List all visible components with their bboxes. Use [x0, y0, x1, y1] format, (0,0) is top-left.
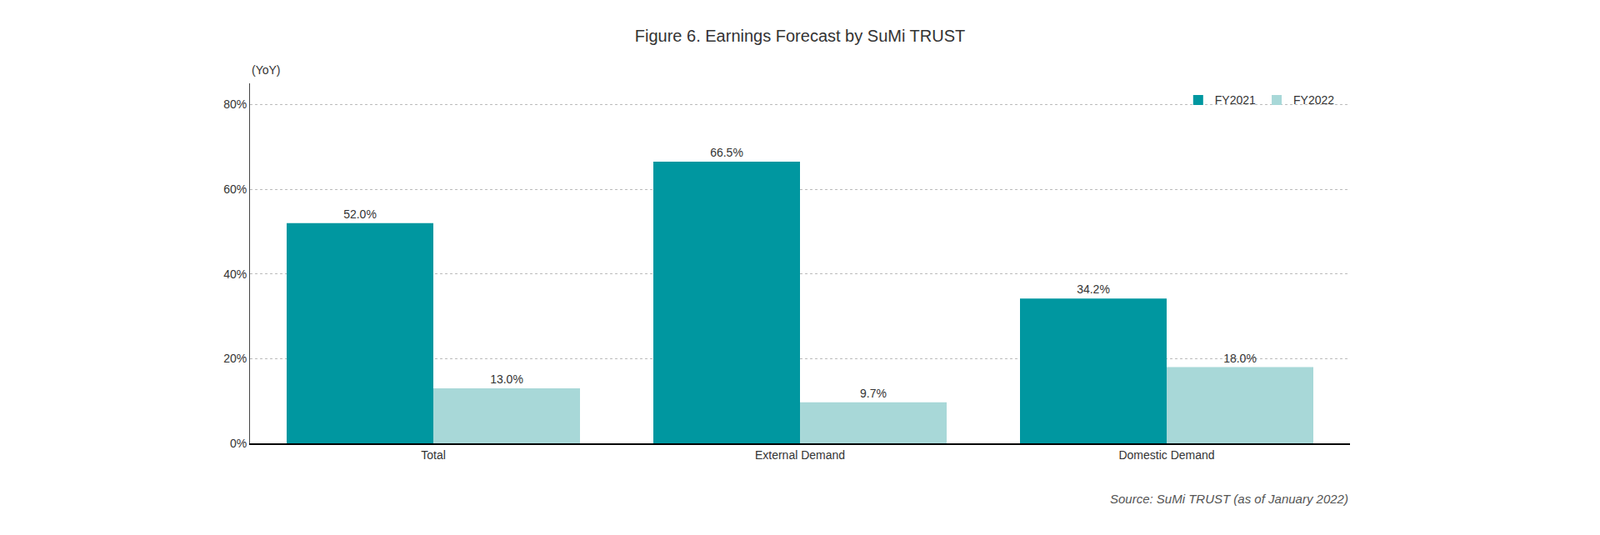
svg-text:Figure 6. Earnings Forecast by: Figure 6. Earnings Forecast by SuMi TRUS…: [635, 26, 965, 45]
svg-text:18.0%: 18.0%: [1223, 351, 1257, 365]
svg-text:52.0%: 52.0%: [343, 207, 377, 221]
svg-text:Total: Total: [420, 448, 446, 462]
svg-text:66.5%: 66.5%: [710, 145, 744, 160]
svg-text:80%: 80%: [223, 97, 247, 111]
svg-text:40%: 40%: [223, 267, 247, 281]
svg-text:60%: 60%: [223, 182, 247, 196]
svg-text:(YoY): (YoY): [251, 63, 281, 77]
svg-text:9.7%: 9.7%: [860, 386, 887, 400]
svg-text:20%: 20%: [223, 351, 247, 365]
svg-text:External Demand: External Demand: [755, 448, 845, 462]
svg-text:Source: SuMi TRUST (as of Janu: Source: SuMi TRUST (as of January 2022): [1110, 491, 1349, 506]
svg-text:FY2022: FY2022: [1293, 93, 1335, 107]
svg-text:FY2021: FY2021: [1215, 93, 1256, 107]
svg-text:0%: 0%: [230, 436, 247, 450]
svg-text:34.2%: 34.2%: [1076, 282, 1110, 296]
svg-text:13.0%: 13.0%: [490, 372, 524, 386]
svg-text:Domestic Demand: Domestic Demand: [1118, 448, 1215, 462]
